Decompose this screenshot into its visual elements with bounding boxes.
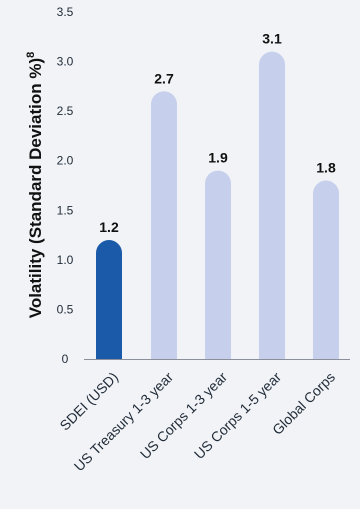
y-axis-title: Volatility (Standard Deviation %)8	[25, 52, 45, 319]
bar	[96, 240, 122, 359]
y-tick-label: 3.5	[57, 5, 74, 19]
y-tick-label: 2.5	[57, 104, 74, 118]
bar-value-label: 3.1	[262, 31, 282, 47]
y-tick-label: 2.0	[57, 154, 74, 168]
y-tick-label: 0	[62, 352, 69, 366]
bar-value-label: 1.8	[316, 160, 336, 176]
y-tick-label: 0.5	[57, 302, 74, 316]
bar-value-label: 2.7	[154, 70, 174, 86]
y-axis-title-text: Volatility (Standard Deviation %)	[26, 58, 45, 318]
bar-value-label: 1.9	[208, 150, 228, 166]
y-tick-label: 3.0	[57, 55, 74, 69]
y-tick-label: 1.0	[57, 253, 74, 267]
bar-value-label: 1.2	[99, 219, 119, 235]
x-category-label: US Treasury 1-3 year	[71, 369, 177, 475]
bar	[259, 51, 285, 360]
y-axis-title-superscript: 8	[25, 52, 37, 58]
y-tick-label: 1.5	[57, 203, 74, 217]
bar	[205, 170, 231, 359]
bar	[151, 91, 177, 360]
bar	[313, 180, 339, 359]
